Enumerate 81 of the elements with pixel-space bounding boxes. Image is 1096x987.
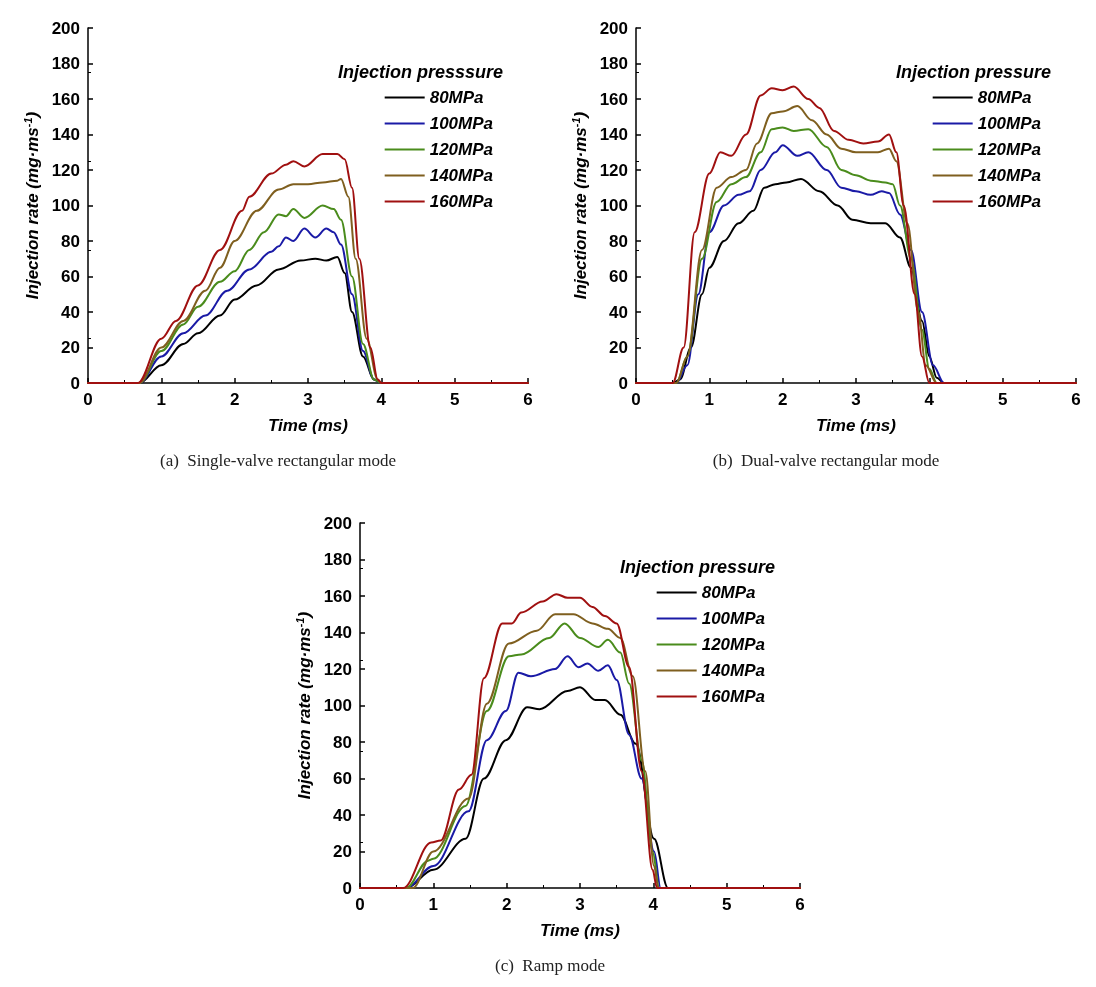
legend-label: 140MPa — [429, 166, 494, 185]
y-tick-label: 100 — [323, 696, 352, 715]
y-tick-label: 80 — [609, 231, 628, 251]
y-tick-label: 180 — [599, 54, 628, 73]
x-tick-label: 3 — [575, 895, 585, 914]
text: (a) Single-valve rectangular mode — [159, 451, 397, 470]
y-tick-label: 140 — [323, 623, 352, 642]
y-tick-label: 140 — [51, 125, 80, 144]
legend-label: 80MPa — [701, 583, 756, 602]
x-tick-label: 0 — [631, 390, 641, 409]
x-tick-label: 2 — [229, 390, 240, 409]
x-tick-label: 0 — [355, 895, 365, 914]
y-axis-title: Injection rate (mg·ms-1) — [22, 111, 42, 300]
x-axis-title: Time (ms) — [540, 921, 621, 940]
legend-label: 160MPa — [701, 687, 766, 706]
x-tick-label: 3 — [303, 390, 313, 409]
legend-label: 100MPa — [429, 114, 494, 133]
y-tick-label: 20 — [61, 338, 80, 357]
legend-label: 140MPa — [977, 166, 1042, 185]
legend-title: Injection presssure — [337, 62, 503, 82]
y-tick-label: 80 — [333, 732, 352, 752]
y-tick-label: 200 — [323, 513, 352, 533]
y-tick-label: 160 — [323, 586, 352, 606]
x-tick-label: 2 — [501, 895, 512, 914]
y-tick-label: 120 — [599, 160, 628, 180]
legend-label: 160MPa — [977, 192, 1042, 211]
x-tick-label: 4 — [924, 390, 935, 409]
y-tick-label: 40 — [61, 302, 80, 322]
x-tick-label: 5 — [449, 390, 460, 409]
legend-label: 80MPa — [429, 88, 484, 107]
y-tick-label: 120 — [323, 659, 352, 679]
legend-label: 120MPa — [701, 635, 766, 654]
y-tick-label: 100 — [599, 196, 628, 215]
x-tick-label: 1 — [156, 390, 167, 409]
x-tick-label: 6 — [1071, 390, 1081, 409]
y-tick-label: 120 — [51, 160, 80, 180]
legend-label: 140MPa — [701, 661, 766, 680]
x-tick-label: 0 — [83, 390, 93, 409]
y-tick-label: 140 — [599, 125, 628, 144]
y-tick-label: 60 — [609, 267, 628, 286]
y-tick-label: 100 — [51, 196, 80, 215]
x-tick-label: 6 — [523, 390, 533, 409]
legend-label: 120MPa — [429, 140, 494, 159]
y-tick-label: 40 — [333, 805, 352, 825]
y-tick-label: 60 — [61, 267, 80, 286]
y-tick-label: 160 — [51, 89, 80, 109]
y-tick-label: 200 — [599, 18, 628, 38]
y-tick-label: 0 — [70, 373, 80, 393]
x-tick-label: 6 — [795, 895, 805, 914]
y-tick-label: 180 — [51, 54, 80, 73]
y-tick-label: 40 — [609, 302, 628, 322]
x-axis-title: Time (ms) — [816, 416, 897, 435]
y-axis-title: Injection rate (mg·ms-1) — [570, 111, 590, 300]
x-tick-label: 4 — [648, 895, 659, 914]
x-tick-label: 1 — [428, 895, 439, 914]
legend-label: 80MPa — [977, 88, 1032, 107]
x-tick-label: 3 — [851, 390, 861, 409]
legend-label: 100MPa — [701, 609, 766, 628]
y-tick-label: 160 — [599, 89, 628, 109]
y-tick-label: 200 — [51, 18, 80, 38]
text: (c) Ramp mode — [495, 956, 605, 975]
legend-title: Injection pressure — [619, 557, 776, 577]
x-tick-label: 5 — [721, 895, 732, 914]
y-tick-label: 0 — [342, 878, 352, 898]
legend-label: 160MPa — [429, 192, 494, 211]
y-tick-label: 20 — [609, 338, 628, 357]
y-tick-label: 180 — [323, 550, 352, 569]
x-tick-label: 2 — [777, 390, 788, 409]
y-axis-title: Injection rate (mg·ms-1) — [294, 611, 314, 800]
legend-title: Injection pressure — [895, 62, 1052, 82]
y-tick-label: 80 — [61, 231, 80, 251]
legend-label: 100MPa — [977, 114, 1042, 133]
x-axis-title: Time (ms) — [268, 416, 349, 435]
y-tick-label: 0 — [618, 373, 628, 393]
text: (b) Dual-valve rectangular mode — [712, 451, 940, 470]
legend-label: 120MPa — [977, 140, 1042, 159]
x-tick-label: 1 — [704, 390, 715, 409]
x-tick-label: 4 — [376, 390, 387, 409]
x-tick-label: 5 — [997, 390, 1008, 409]
y-tick-label: 20 — [333, 842, 352, 861]
y-tick-label: 60 — [333, 769, 352, 788]
